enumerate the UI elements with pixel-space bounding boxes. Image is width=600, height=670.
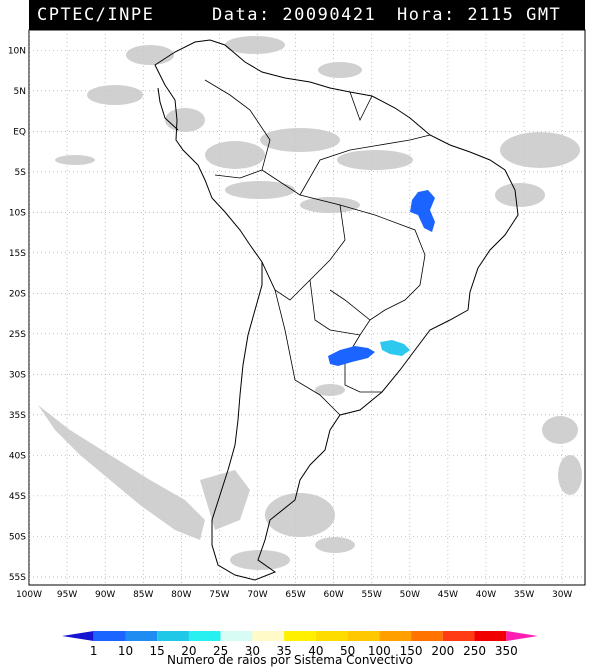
lon-tick-label: 90W (95, 590, 115, 600)
latitude-labels: 10N 5N EQ 5S 10S 15S 20S 25S 30S 35S 40S 45S 50S 55S (8, 46, 26, 583)
color-scale-swatch (379, 631, 412, 641)
lat-tick-label: 5N (14, 87, 26, 97)
lat-tick-label: 25S (9, 330, 26, 340)
lon-tick-label: 65W (285, 590, 305, 600)
color-scale-value: 100 (368, 644, 391, 658)
color-scale-swatch (442, 631, 475, 641)
lon-tick-label: 50W (400, 590, 420, 600)
lat-tick-label: 30S (9, 370, 26, 380)
color-scale-swatch (474, 631, 507, 641)
color-scale-value: 350 (495, 644, 518, 658)
date-label: Data: 20090421 (212, 5, 377, 25)
color-scale-swatch (220, 631, 253, 641)
color-scale-labels: 1 10 15 20 25 30 35 40 50 100 150 200 250 350 (90, 644, 518, 658)
lon-tick-label: 80W (171, 590, 191, 600)
lon-tick-label: 60W (323, 590, 343, 600)
lat-tick-label: 10N (8, 46, 26, 56)
color-scale-swatch (284, 631, 316, 641)
color-scale-swatch (252, 631, 285, 641)
color-scale-value: 15 (150, 644, 165, 658)
color-scale-value: 25 (213, 644, 228, 658)
color-scale-value: 30 (245, 644, 260, 658)
convective-system-northeast (410, 190, 435, 232)
cloud-cover (38, 36, 582, 570)
color-scale-swatch (188, 631, 221, 641)
convective-system-south-west (328, 346, 375, 366)
color-scale-swatch (62, 631, 94, 641)
lat-tick-label: EQ (13, 127, 26, 137)
lat-tick-label: 10S (9, 208, 26, 218)
lon-tick-label: 40W (476, 590, 496, 600)
lon-tick-label: 55W (362, 590, 382, 600)
color-scale-value: 150 (400, 644, 423, 658)
lat-tick-label: 20S (9, 289, 26, 299)
color-scale-value: 10 (118, 644, 133, 658)
lon-tick-label: 75W (209, 590, 229, 600)
lon-tick-label: 95W (57, 590, 77, 600)
color-scale-value: 35 (276, 644, 291, 658)
legend-caption: Numero de raios por Sistema Convectivo (167, 653, 413, 667)
agency-label: CPTEC/INPE (37, 5, 155, 25)
lon-tick-label: 70W (247, 590, 267, 600)
lat-tick-label: 15S (9, 249, 26, 259)
color-scale-swatch (157, 631, 189, 641)
color-scale-swatch (93, 631, 126, 641)
color-scale-swatch (347, 631, 380, 641)
header-bar: CPTEC/INPE Data: 20090421 Hora: 2115 GMT (29, 0, 585, 30)
lon-tick-label: 35W (514, 590, 534, 600)
lon-tick-label: 45W (438, 590, 458, 600)
convective-system-south-east (380, 340, 410, 356)
color-scale-swatch (125, 631, 158, 641)
color-scale-value: 1 (90, 644, 98, 658)
longitude-labels: 100W 95W 90W 85W 80W 75W 70W 65W 60W 55W 50W 45W 40W… (16, 590, 572, 600)
lon-tick-label: 30W (552, 590, 572, 600)
lat-tick-label: 5S (15, 168, 27, 178)
lon-tick-label: 100W (16, 590, 42, 600)
color-scale-bar (62, 631, 538, 641)
map-frame (28, 29, 586, 586)
color-scale-swatch (506, 631, 538, 641)
lat-tick-label: 50S (9, 532, 26, 542)
color-scale-swatch (411, 631, 443, 641)
lat-tick-label: 55S (9, 573, 26, 583)
convective-systems (328, 190, 435, 366)
color-scale-value: 250 (463, 644, 486, 658)
color-scale-swatch (315, 631, 348, 641)
lon-tick-label: 85W (133, 590, 153, 600)
lat-tick-label: 35S (9, 411, 26, 421)
color-scale-value: 40 (308, 644, 323, 658)
color-scale-value: 20 (181, 644, 196, 658)
time-label: Hora: 2115 GMT (397, 5, 562, 25)
color-scale-value: 50 (340, 644, 355, 658)
color-scale-value: 200 (431, 644, 454, 658)
south-america-coastline (154, 39, 519, 581)
lat-tick-label: 40S (9, 451, 26, 461)
lat-tick-label: 45S (9, 492, 26, 502)
